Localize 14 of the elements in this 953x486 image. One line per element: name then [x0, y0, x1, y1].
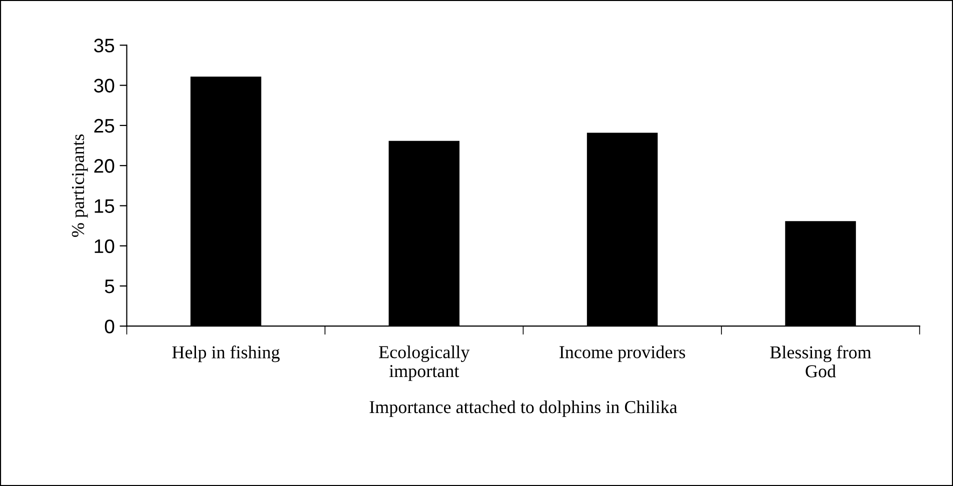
y-axis-title: % participants [72, 134, 88, 237]
y-tick-label: 35 [94, 38, 114, 52]
y-tick-label: 30 [94, 78, 114, 93]
y-tick-label: 0 [104, 320, 114, 334]
y-tick-label: 5 [104, 280, 114, 294]
x-axis-title: Importance attached to dolphins in Chilika [370, 400, 678, 417]
x-tick-label: Income providers [560, 346, 686, 362]
y-tick-label: 10 [94, 239, 114, 254]
x-tick-label: Ecologically important [378, 346, 470, 381]
y-tick-label: 20 [94, 159, 114, 173]
x-tick-label: Blessing from God [770, 346, 872, 378]
x-tick-label: Help in fishing [172, 346, 280, 362]
y-tick-label: 25 [94, 118, 114, 133]
y-tick-label: 15 [94, 199, 114, 213]
